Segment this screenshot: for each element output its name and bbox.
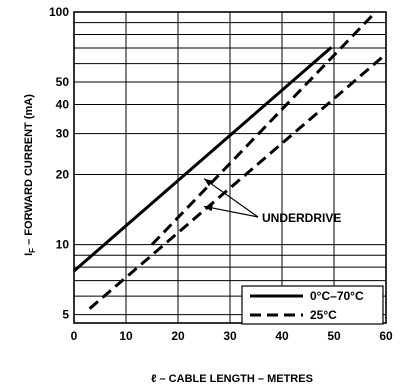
y-axis-title-sub: F bbox=[28, 248, 37, 253]
y-tick-label-20: 20 bbox=[56, 168, 70, 182]
series-line-1 bbox=[88, 52, 387, 310]
tick-labels: 0 10 20 30 40 50 60 5 10 20 30 40 50 100 bbox=[49, 5, 393, 343]
x-axis-title: ℓ – CABLE LENGTH – METRES bbox=[151, 373, 313, 385]
x-tick-label-30: 30 bbox=[223, 329, 237, 343]
plot-frame bbox=[73, 11, 387, 324]
annotation: UNDERDRIVE bbox=[203, 178, 341, 225]
annotation-arrow-0 bbox=[203, 178, 259, 218]
annotation-arrowhead-0 bbox=[204, 178, 213, 187]
y-tick-label-100: 100 bbox=[49, 5, 69, 19]
legend-label-solid: 0°C–70°C bbox=[310, 289, 364, 303]
y-tick-label-30: 30 bbox=[56, 127, 70, 141]
x-tick-label-10: 10 bbox=[119, 329, 133, 343]
x-tick-label-50: 50 bbox=[327, 329, 341, 343]
x-tick-label-20: 20 bbox=[171, 329, 185, 343]
y-axis-title: IF – FORWARD CURRENT (mA) bbox=[23, 94, 37, 256]
series-layer bbox=[73, 10, 387, 310]
annotation-text: UNDERDRIVE bbox=[262, 211, 341, 225]
grid bbox=[73, 11, 387, 324]
x-tick-label-0: 0 bbox=[71, 329, 78, 343]
y-tick-label-5: 5 bbox=[62, 308, 69, 322]
y-tick-label-50: 50 bbox=[56, 75, 70, 89]
y-axis-title-prefix: I bbox=[23, 253, 35, 256]
legend: 0°C–70°C 25°C bbox=[241, 285, 384, 325]
y-tick-label-40: 40 bbox=[56, 98, 70, 112]
series-line-0 bbox=[73, 46, 333, 273]
legend-box bbox=[241, 285, 384, 325]
y-tick-label-10: 10 bbox=[56, 238, 70, 252]
legend-label-dashed: 25°C bbox=[310, 308, 337, 322]
series-line-2 bbox=[150, 10, 377, 246]
x-tick-label-40: 40 bbox=[275, 329, 289, 343]
annotation-arrow-1 bbox=[203, 205, 259, 218]
y-axis-title-rest: – FORWARD CURRENT (mA) bbox=[23, 94, 35, 248]
x-tick-label-60: 60 bbox=[379, 329, 393, 343]
annotation-arrowhead-1 bbox=[204, 204, 213, 212]
